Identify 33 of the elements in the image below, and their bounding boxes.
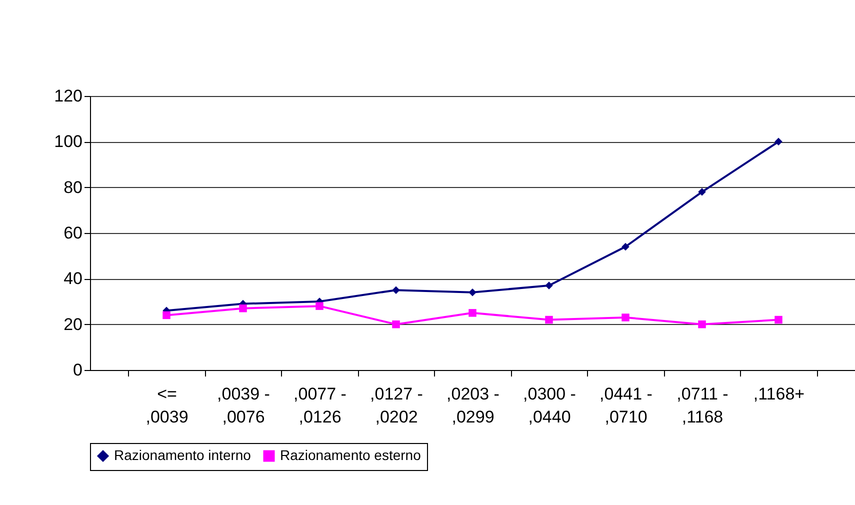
point: [239, 304, 247, 312]
x-tick-label: ,0441 - ,0710: [600, 384, 652, 426]
x-tick-label: ,0127 - ,0202: [370, 384, 423, 426]
x-tick-label: <= ,0039: [146, 384, 188, 426]
point: [316, 302, 324, 310]
x-tick-label: ,0711 - ,1168: [676, 384, 728, 426]
y-tick-label: 0: [73, 360, 82, 380]
point: [774, 138, 782, 146]
point: [545, 316, 553, 324]
y-tick-label: 120: [54, 86, 82, 106]
point: [698, 320, 706, 328]
point: [162, 311, 170, 320]
x-tick-label: ,0039 - ,0076: [217, 384, 270, 426]
point: [392, 320, 400, 328]
point: [698, 188, 706, 196]
x-tick-label: ,0203 - ,0299: [446, 384, 500, 426]
y-tick-label: 80: [64, 178, 82, 197]
point: [392, 286, 400, 294]
legend-label: Razionamento esterno: [280, 447, 422, 463]
legend-label: Razionamento interno: [114, 447, 252, 463]
point: [545, 282, 553, 290]
point: [468, 288, 476, 296]
point: [774, 316, 782, 324]
x-tick-label: ,1168+: [753, 384, 805, 404]
y-tick-label: 40: [64, 269, 82, 288]
y-tick-label: 100: [54, 132, 82, 152]
y-tick-label: 20: [64, 314, 82, 334]
x-tick-label: ,0300 - ,0440: [523, 384, 576, 426]
x-tick-label: ,0077 - ,0126: [294, 384, 346, 426]
point: [622, 242, 630, 251]
point: [622, 314, 630, 322]
point: [468, 309, 476, 317]
y-tick-label: 60: [64, 224, 82, 242]
